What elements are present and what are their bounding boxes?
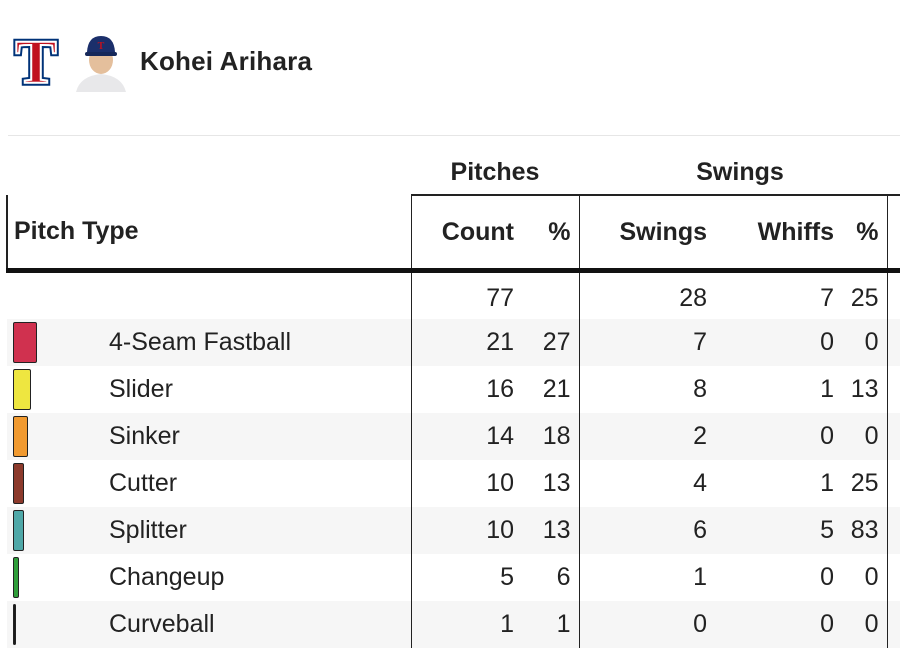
column-header-count[interactable]: Count [411, 195, 522, 273]
pitch-color-swatch [13, 463, 24, 504]
row-tail [886, 366, 900, 413]
row-tail [886, 507, 900, 554]
pitch-type-cell: Curveball [7, 601, 412, 648]
pitch-color-swatch [13, 416, 28, 457]
logo-letter: T [15, 29, 56, 93]
column-header-swings[interactable]: Swings [579, 195, 715, 273]
pitch-count: 10 [411, 507, 522, 554]
pitch-type-cell: Slider [7, 366, 412, 413]
rangers-logo-icon: T T [12, 29, 59, 93]
totals-swings: 28 [679, 283, 707, 312]
pitch-swings: 8 [693, 375, 707, 403]
player-header: T T T Kohei Arihara [8, 26, 312, 96]
pitch-type-name: Changeup [109, 563, 225, 591]
pitch-whiff-pct: 0 [864, 563, 879, 591]
pitch-type-name: Cutter [109, 469, 178, 497]
pitch-count: 16 [486, 375, 514, 403]
pitch-count-pct: 6 [522, 554, 580, 601]
pitch-whiff-pct: 0 [842, 413, 887, 460]
pitch-count-pct: 13 [522, 507, 580, 554]
column-header-count-pct[interactable]: % [522, 195, 580, 273]
row-tail [886, 319, 900, 366]
totals-whiffs: 7 [820, 283, 834, 312]
totals-row: 77 28 7 25 [7, 270, 900, 319]
pitch-whiffs: 0 [820, 563, 834, 591]
pitch-color-swatch [13, 557, 19, 598]
row-tail [886, 460, 900, 507]
pitch-count: 10 [486, 469, 514, 497]
pitch-swings: 2 [579, 413, 715, 460]
table-row[interactable]: 4-Seam Fastball 21 27 7 0 0 [7, 319, 900, 366]
pitch-type-cell: Changeup [7, 554, 412, 601]
pitch-type-cell: Sinker [7, 413, 412, 460]
totals-whiff-pct: 25 [850, 283, 879, 312]
pitch-swings: 4 [693, 469, 707, 497]
pitch-count-pct: 18 [522, 413, 580, 460]
pitch-color-swatch [13, 604, 16, 645]
pitch-whiff-pct: 13 [850, 375, 879, 403]
pitch-whiffs: 1 [820, 375, 834, 403]
logo-letter-outline: T [15, 29, 56, 93]
group-header-swings: Swings [579, 150, 900, 196]
pitch-type-name: Slider [109, 375, 173, 403]
table-row[interactable]: Sinker 14 18 2 0 0 [7, 413, 900, 460]
pitch-type-cell: Cutter [7, 460, 412, 507]
pitch-color-swatch [13, 322, 37, 363]
pitch-whiffs: 0 [715, 601, 842, 648]
pitch-count: 1 [411, 601, 522, 648]
pitch-whiff-pct: 25 [850, 469, 879, 497]
pitch-swings: 7 [579, 319, 715, 366]
column-header-pitch-type[interactable]: Pitch Type [6, 195, 412, 273]
pitch-type-cell: 4-Seam Fastball [7, 319, 412, 366]
totals-label [7, 270, 412, 319]
group-header-pitches: Pitches [411, 150, 579, 196]
pitch-swings: 6 [579, 507, 715, 554]
pitch-count: 14 [411, 413, 522, 460]
row-tail [886, 413, 900, 460]
table-row[interactable]: Slider 16 21 8 1 13 [7, 366, 900, 413]
row-tail [886, 554, 900, 601]
table-row[interactable]: Splitter 10 13 6 5 83 [7, 507, 900, 554]
pitch-type-name: Curveball [109, 610, 215, 638]
header-divider [8, 135, 900, 136]
pitch-whiff-pct: 0 [842, 319, 887, 366]
pitch-type-name: Splitter [109, 516, 187, 544]
pitch-count-pct: 1 [522, 601, 580, 648]
pitch-color-swatch [13, 510, 24, 551]
pitch-count-pct: 21 [522, 366, 580, 413]
pitch-whiffs: 5 [715, 507, 842, 554]
pitch-whiffs: 0 [715, 319, 842, 366]
column-header-whiffs[interactable]: Whiffs [715, 195, 842, 273]
pitch-whiffs: 0 [715, 413, 842, 460]
pitch-color-swatch [13, 369, 31, 410]
table-row[interactable]: Changeup 5 6 1 0 0 [7, 554, 900, 601]
group-header-blank [7, 150, 411, 195]
player-name: Kohei Arihara [140, 45, 313, 76]
pitch-swings: 0 [579, 601, 715, 648]
table-row[interactable]: Cutter 10 13 4 1 25 [7, 460, 900, 507]
pitch-swings: 1 [693, 563, 707, 591]
pitch-type-name: Sinker [109, 422, 180, 450]
pitch-count-pct: 27 [522, 319, 580, 366]
pitch-type-name: 4-Seam Fastball [109, 328, 292, 356]
totals-count-pct [522, 270, 580, 319]
table-row[interactable]: Curveball 1 1 0 0 0 [7, 601, 900, 648]
pitch-count-pct: 13 [522, 460, 580, 507]
player-headshot-icon: T [72, 30, 130, 92]
pitch-count: 21 [411, 319, 522, 366]
pitch-whiff-pct: 83 [842, 507, 887, 554]
column-header-whiff-pct[interactable]: % [842, 195, 887, 273]
totals-count: 77 [486, 283, 514, 312]
pitch-type-table: Pitches Swings Pitch Type Count % Swings… [6, 150, 900, 648]
pitch-type-cell: Splitter [7, 507, 412, 554]
cap-letter: T [98, 41, 105, 52]
pitch-whiff-pct: 0 [842, 601, 887, 648]
pitch-count: 5 [500, 563, 514, 591]
row-tail [886, 601, 900, 648]
pitch-whiffs: 1 [820, 469, 834, 497]
column-header-tail [886, 195, 900, 273]
totals-tail [886, 270, 900, 319]
